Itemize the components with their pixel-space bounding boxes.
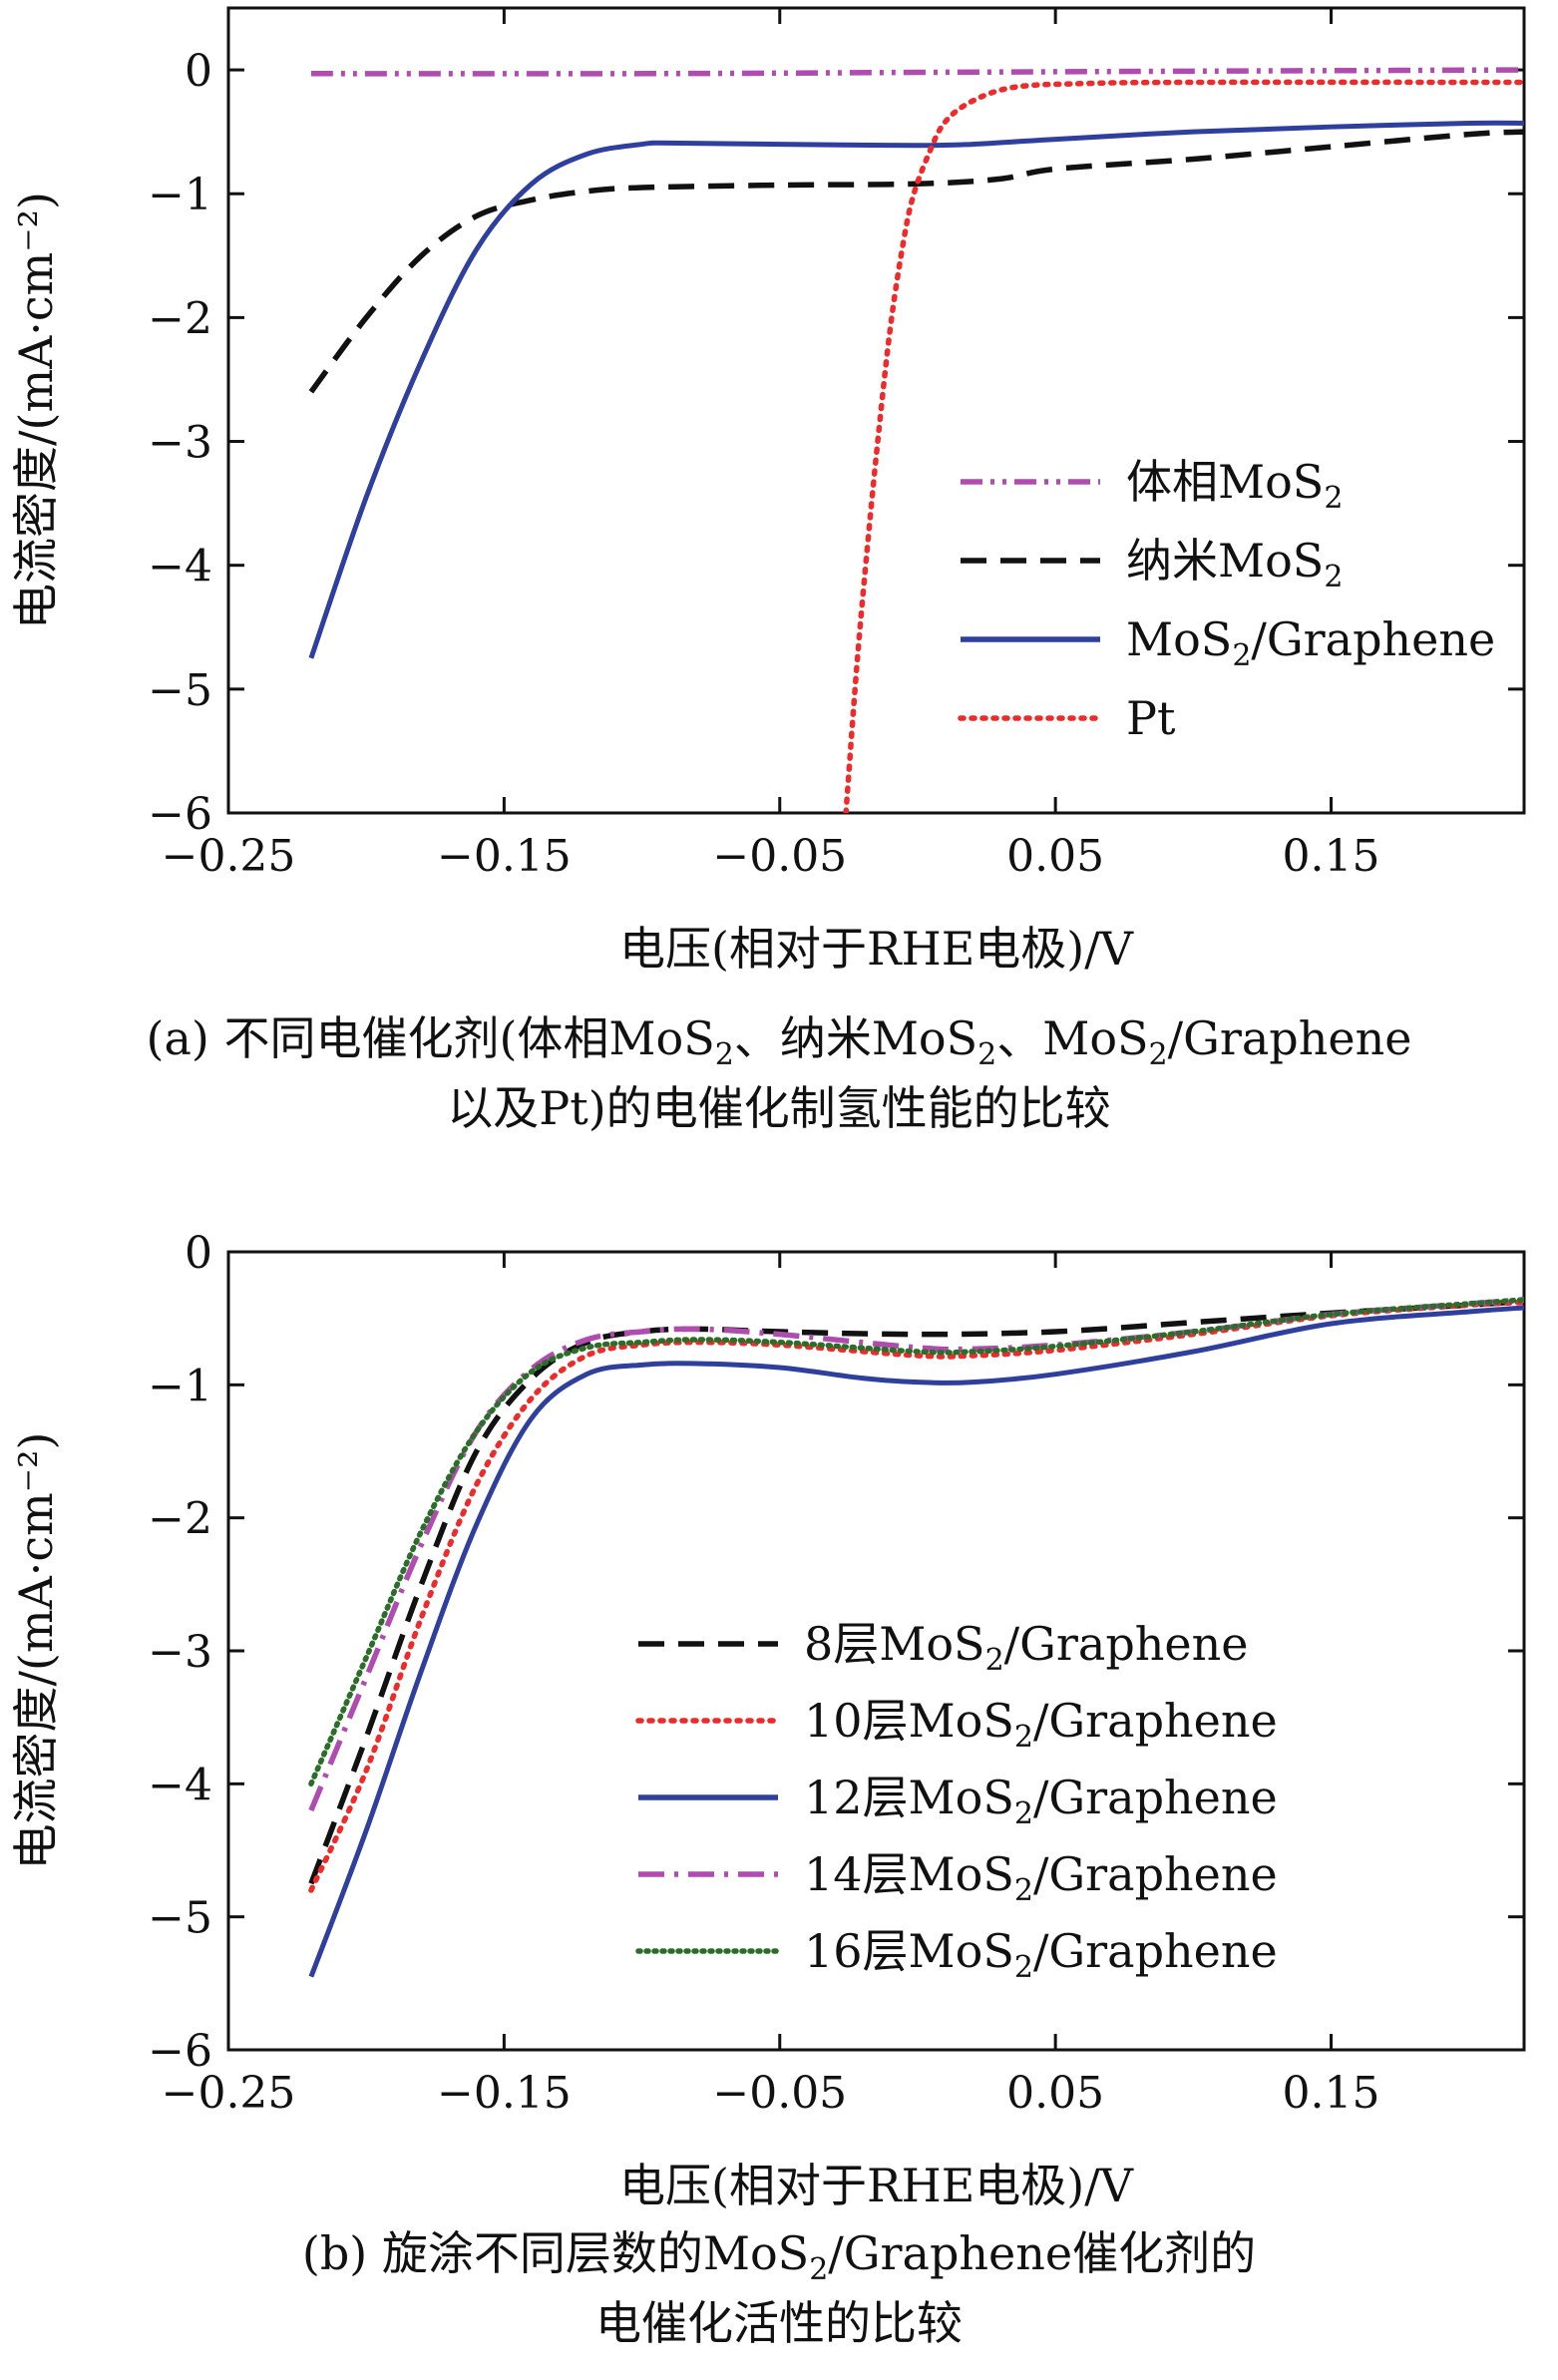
y-tick-label: −1: [148, 1361, 212, 1411]
y-tick-label: −3: [148, 1627, 212, 1678]
y-tick-label: −1: [148, 170, 212, 220]
legend-label-2: 12层MoS2/Graphene: [804, 1771, 1278, 1831]
caption-a-part2: 、纳米MoS: [733, 1011, 978, 1065]
x-axis-label: 电压(相对于RHE电极)/V: [619, 922, 1134, 976]
y-axis-label: 电流密度/(mA·cm⁻²): [9, 192, 63, 629]
x-tick-label: −0.05: [712, 831, 847, 882]
x-tick-label: −0.15: [437, 2068, 572, 2119]
x-tick-label: 0.05: [1006, 831, 1104, 882]
series-line-4: [308, 1297, 1524, 1787]
legend-label-2: MoS2/Graphene: [1126, 612, 1495, 673]
y-tick-label: −3: [148, 418, 212, 469]
plot-frame: [226, 6, 1526, 815]
legend-label-1: 10层MoS2/Graphene: [804, 1694, 1278, 1755]
caption-a-sub2: 2: [977, 1037, 997, 1073]
legend-label-0: 8层MoS2/Graphene: [804, 1617, 1248, 1678]
caption-b-part2: /Graphene催化剂的: [828, 2226, 1257, 2280]
caption-a-line1: (a) 不同电催化剂(体相MoS2、纳米MoS2、MoS2/Graphene: [0, 1007, 1558, 1086]
caption-b-part1: (b) 旋涂不同层数的MoS: [301, 2226, 810, 2280]
legend-label-3: Pt: [1126, 691, 1176, 745]
y-tick-label: −6: [148, 2026, 212, 2077]
series-line-0: [308, 1298, 1524, 1885]
x-tick-label: 0.15: [1283, 2068, 1380, 2119]
series-line-3: [308, 1297, 1524, 1812]
y-tick-label: −5: [148, 1893, 212, 1944]
x-tick-label: −0.25: [162, 2068, 296, 2119]
series-line-2: [308, 120, 1524, 659]
caption-a-sub3: 2: [1148, 1037, 1168, 1073]
x-tick-label: −0.05: [712, 2068, 847, 2119]
series-line-2: [308, 1305, 1524, 1978]
y-tick-label: 0: [185, 1228, 212, 1279]
x-tick-label: 0.15: [1283, 831, 1380, 882]
legend-label-4: 16层MoS2/Graphene: [804, 1924, 1278, 1985]
y-tick-label: −2: [148, 1494, 212, 1545]
caption-a-part4: /Graphene: [1167, 1011, 1412, 1065]
series-line-0: [310, 67, 1524, 77]
caption-a-line2: 以及Pt)的电催化制氢性能的比较: [447, 1081, 1111, 1135]
x-axis-label: 电压(相对于RHE电极)/V: [619, 2159, 1134, 2212]
y-tick-label: −4: [148, 542, 212, 593]
y-tick-label: −2: [148, 293, 212, 344]
y-tick-label: −4: [148, 1760, 212, 1810]
caption-b-line2: 电催化活性的比较: [595, 2296, 963, 2350]
legend-label-0: 体相MoS2: [1126, 455, 1343, 516]
y-tick-label: −5: [148, 665, 212, 716]
x-tick-label: −0.15: [437, 831, 572, 882]
y-tick-label: −6: [148, 789, 212, 840]
x-tick-label: −0.25: [162, 831, 296, 882]
caption-b-line1: (b) 旋涂不同层数的MoS2/Graphene催化剂的: [0, 2222, 1558, 2301]
legend-label-1: 纳米MoS2: [1126, 534, 1343, 595]
legend-label-3: 14层MoS2/Graphene: [804, 1847, 1278, 1908]
y-tick-label: 0: [185, 46, 212, 97]
caption-a-part3: 、MoS: [996, 1011, 1149, 1065]
y-axis-label: 电流密度/(mA·cm⁻²): [9, 1432, 63, 1870]
x-tick-label: 0.05: [1006, 2068, 1104, 2119]
chart-b: 0 −1 −2 −3 −4 −5 −6−0.25 −0.15 −0.05 0.05 0.15 电压(相…: [9, 1228, 1526, 2212]
caption-b-sub1: 2: [809, 2252, 829, 2288]
series-line-1: [308, 129, 1524, 394]
caption-a-sub1: 2: [714, 1037, 734, 1073]
chart-a: 0 −1 −2 −3 −4 −5 −6−0.25 −0.15 −0.05 0.05 0.15 电压(相…: [9, 6, 1526, 976]
caption-a-part1: (a) 不同电催化剂(体相MoS: [146, 1011, 715, 1065]
series-line-3: [843, 79, 1524, 813]
